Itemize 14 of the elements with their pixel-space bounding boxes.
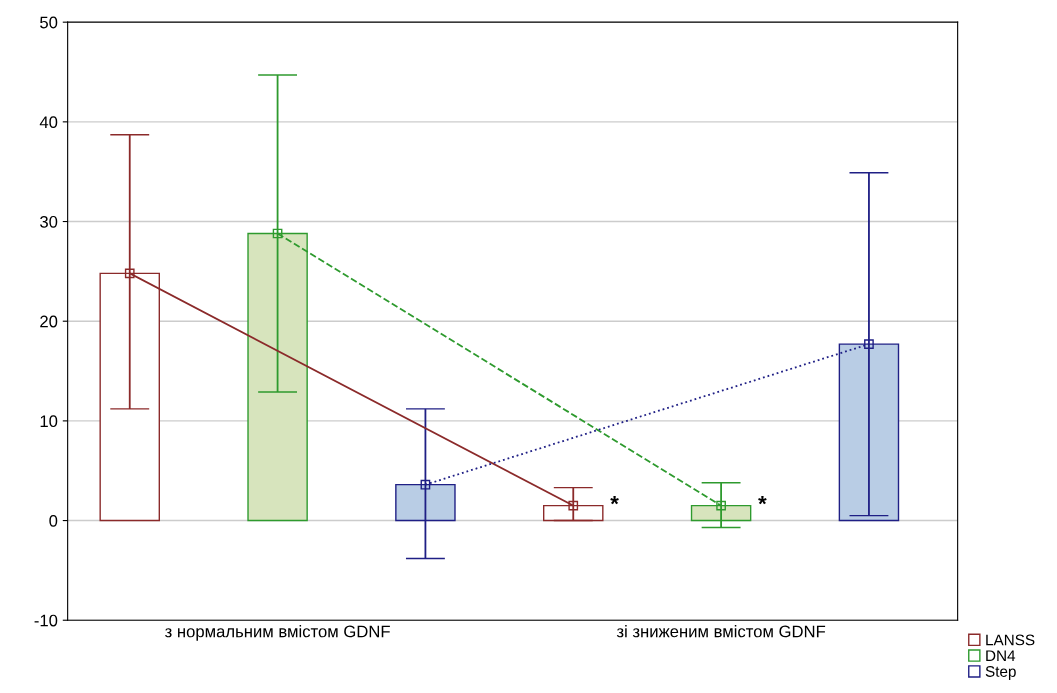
legend-label: Step bbox=[985, 666, 1016, 680]
y-tick-label: 50 bbox=[40, 16, 58, 29]
y-tick-label: 20 bbox=[40, 315, 58, 328]
y-tick-label: 30 bbox=[40, 215, 58, 228]
y-tick-label: -10 bbox=[34, 614, 58, 627]
y-tick-label: 0 bbox=[49, 514, 58, 527]
legend-label: DN4 bbox=[986, 650, 1016, 661]
y-tick-label: 10 bbox=[40, 415, 58, 428]
x-tick-label: зі зниженим вмістом GDNF bbox=[616, 625, 826, 638]
data-label: * bbox=[758, 496, 767, 505]
y-tick-label: 40 bbox=[39, 116, 58, 129]
x-tick-label: з нормальним вмістом GDNF bbox=[165, 625, 390, 641]
data-label: * bbox=[610, 496, 619, 505]
legend-label: LANSS bbox=[986, 634, 1035, 646]
